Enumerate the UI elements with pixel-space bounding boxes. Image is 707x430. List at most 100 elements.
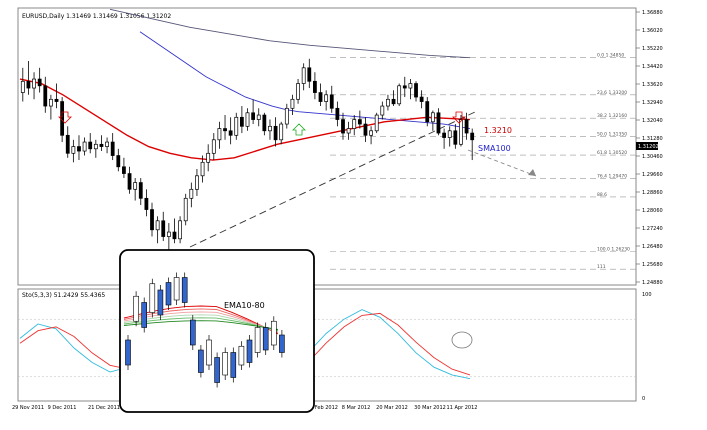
x-axis-label: 8 Mar 2012 <box>342 405 371 411</box>
fib-level-label: 111 <box>597 264 606 270</box>
candle-body <box>32 78 36 89</box>
price-tick-label: 1.27240 <box>642 226 663 232</box>
candle-body <box>425 101 430 123</box>
candle-body <box>144 197 149 210</box>
sma100-line <box>139 31 471 130</box>
stochastic-panel-frame <box>17 288 637 402</box>
inset-ema-line <box>123 320 279 330</box>
price-panel-frame <box>17 7 637 286</box>
candle-body <box>251 112 256 120</box>
highlight-circle <box>451 331 473 349</box>
fib-level-label: 50.0 1.31350 <box>597 131 627 137</box>
candle-body <box>436 112 441 134</box>
candle-body <box>268 125 272 132</box>
candle-body <box>419 96 424 102</box>
inset-candle-body <box>149 283 156 313</box>
candle-body <box>223 128 227 132</box>
candle-body <box>453 130 458 145</box>
candle-body <box>273 125 278 141</box>
inset-candle-body <box>222 352 228 376</box>
candle-body <box>166 231 171 237</box>
price-tick-label: 1.29660 <box>642 172 663 178</box>
candle-body <box>189 188 194 199</box>
inset-candle-body <box>181 277 188 303</box>
candle-body <box>301 67 306 84</box>
inset-panel <box>119 249 315 413</box>
candle-body <box>397 85 402 105</box>
down-arrow-icon <box>452 111 466 124</box>
candle-body <box>122 166 126 174</box>
inset-candle-body <box>230 352 237 378</box>
candle-body <box>352 119 357 129</box>
arrow-head-icon <box>528 169 536 176</box>
candle-body <box>43 85 48 107</box>
candle-body <box>470 132 475 141</box>
candle-body <box>217 128 222 141</box>
candle-body <box>99 143 104 147</box>
candle-body <box>49 98 53 107</box>
candle-body <box>414 83 418 98</box>
inset-candle-body <box>238 345 245 366</box>
candle-body <box>447 130 452 138</box>
candle-body <box>133 182 138 190</box>
x-axis-label: 21 Dec 2011 <box>88 405 120 411</box>
inset-candle-body <box>165 282 172 306</box>
candle-body <box>88 141 93 150</box>
price-tick-label: 1.24880 <box>642 280 663 286</box>
inset-candle-body <box>133 295 139 322</box>
candle-body <box>150 209 154 231</box>
price-tick-label: 1.31280 <box>642 136 663 142</box>
stochastic-tick-label: 0 <box>642 396 645 402</box>
inset-candle-body <box>190 319 196 346</box>
fib-level-label: 88.6 <box>597 192 607 198</box>
inset-candle-body <box>173 277 180 301</box>
price-tick-label: 1.28060 <box>642 208 663 214</box>
candle-body <box>183 197 188 222</box>
inset-candle-body <box>246 339 253 363</box>
candle-body <box>71 146 76 154</box>
price-tick-label: 1.30460 <box>642 154 663 160</box>
candle-body <box>93 143 98 150</box>
price-tick-label: 1.33620 <box>642 82 663 88</box>
candle-body <box>20 80 25 93</box>
symbol-header: EURUSD,Daily 1.31469 1.31469 1.31056 1.3… <box>22 13 171 20</box>
price-tick-label: 1.36880 <box>642 10 663 16</box>
inset-ema-line <box>123 314 279 332</box>
x-axis-label: 20 Mar 2012 <box>376 405 408 411</box>
candle-body <box>391 98 396 105</box>
inset-candle-body <box>206 339 212 366</box>
candle-body <box>110 141 115 156</box>
stochastic-header: Sto(5,3,3) 51.2429 55.4365 <box>22 292 105 299</box>
candle-body <box>105 141 109 147</box>
resistance-label: 1.3210 <box>484 126 512 135</box>
candle-body <box>195 175 199 190</box>
fib-level-label: 23.6 1.33200 <box>597 90 627 96</box>
candle-body <box>262 114 267 132</box>
candle-body <box>374 114 379 132</box>
candle-body <box>116 155 121 168</box>
up-arrow-icon <box>292 123 306 136</box>
candle-body <box>284 107 289 125</box>
fib-level-label: 61.8 1.30520 <box>597 150 627 156</box>
candle-body <box>307 67 312 82</box>
candle-body <box>77 146 81 152</box>
candle-body <box>155 220 160 231</box>
candle-body <box>380 105 385 116</box>
inset-candle-body <box>262 327 269 351</box>
inset-ema-line <box>123 311 279 333</box>
projection-arrow-line <box>467 149 537 177</box>
candle-body <box>127 173 132 190</box>
fib-level-label: 0.0 1.34850 <box>597 53 624 59</box>
current-price-box <box>636 142 658 150</box>
candle-body <box>161 220 166 237</box>
inset-ema-line <box>123 308 279 334</box>
sma100-label: SMA100 <box>478 144 511 153</box>
candle-body <box>82 141 87 152</box>
candle-body <box>313 80 317 93</box>
candle-body <box>239 116 244 127</box>
fib-level-label: 100.0 1.26230 <box>597 247 630 253</box>
candle-body <box>296 83 300 100</box>
candle-body <box>357 119 362 125</box>
